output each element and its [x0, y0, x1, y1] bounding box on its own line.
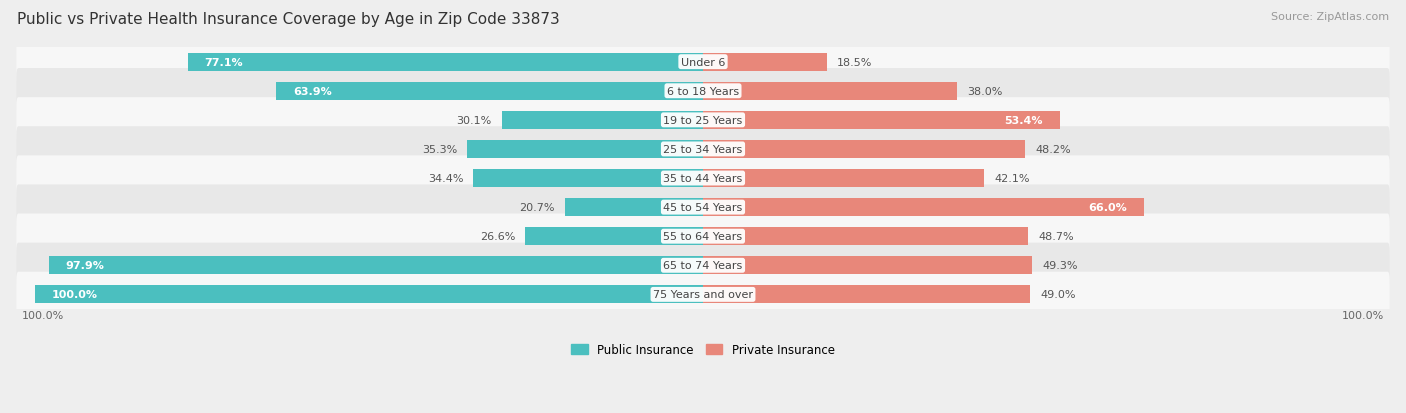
- Bar: [703, 140, 1025, 159]
- Text: 38.0%: 38.0%: [967, 87, 1002, 97]
- Text: 100.0%: 100.0%: [52, 290, 98, 300]
- Bar: [467, 140, 703, 159]
- FancyBboxPatch shape: [17, 98, 1389, 143]
- Bar: [703, 112, 1060, 130]
- FancyBboxPatch shape: [17, 69, 1389, 114]
- Text: Source: ZipAtlas.com: Source: ZipAtlas.com: [1271, 12, 1389, 22]
- Text: Under 6: Under 6: [681, 57, 725, 67]
- Text: 55 to 64 Years: 55 to 64 Years: [664, 232, 742, 242]
- Bar: [565, 199, 703, 216]
- Text: 25 to 34 Years: 25 to 34 Years: [664, 145, 742, 154]
- Text: 77.1%: 77.1%: [205, 57, 243, 67]
- FancyBboxPatch shape: [17, 127, 1389, 172]
- Text: 20.7%: 20.7%: [519, 203, 555, 213]
- Text: 63.9%: 63.9%: [292, 87, 332, 97]
- Bar: [703, 83, 957, 100]
- Bar: [49, 256, 703, 275]
- FancyBboxPatch shape: [17, 40, 1389, 85]
- Text: Public vs Private Health Insurance Coverage by Age in Zip Code 33873: Public vs Private Health Insurance Cover…: [17, 12, 560, 27]
- Text: 18.5%: 18.5%: [837, 57, 872, 67]
- Text: 65 to 74 Years: 65 to 74 Years: [664, 261, 742, 271]
- Bar: [276, 83, 703, 100]
- Text: 45 to 54 Years: 45 to 54 Years: [664, 203, 742, 213]
- FancyBboxPatch shape: [17, 185, 1389, 230]
- Text: 26.6%: 26.6%: [479, 232, 516, 242]
- FancyBboxPatch shape: [17, 272, 1389, 317]
- Legend: Public Insurance, Private Insurance: Public Insurance, Private Insurance: [567, 338, 839, 361]
- Bar: [703, 54, 827, 71]
- Bar: [703, 256, 1032, 275]
- FancyBboxPatch shape: [17, 243, 1389, 288]
- Bar: [474, 170, 703, 188]
- Bar: [703, 228, 1028, 246]
- Bar: [703, 286, 1031, 304]
- Text: 35 to 44 Years: 35 to 44 Years: [664, 173, 742, 184]
- FancyBboxPatch shape: [17, 156, 1389, 201]
- Bar: [35, 286, 703, 304]
- Bar: [703, 170, 984, 188]
- Bar: [502, 112, 703, 130]
- Text: 49.3%: 49.3%: [1042, 261, 1078, 271]
- Text: 48.2%: 48.2%: [1035, 145, 1070, 154]
- Text: 66.0%: 66.0%: [1088, 203, 1128, 213]
- FancyBboxPatch shape: [17, 214, 1389, 259]
- Text: 35.3%: 35.3%: [422, 145, 457, 154]
- Bar: [188, 54, 703, 71]
- Text: 49.0%: 49.0%: [1040, 290, 1076, 300]
- Text: 34.4%: 34.4%: [427, 173, 463, 184]
- Bar: [526, 228, 703, 246]
- Text: 100.0%: 100.0%: [1343, 310, 1385, 320]
- Text: 53.4%: 53.4%: [1004, 116, 1043, 126]
- Bar: [703, 199, 1144, 216]
- Text: 48.7%: 48.7%: [1038, 232, 1074, 242]
- Text: 42.1%: 42.1%: [994, 173, 1029, 184]
- Text: 30.1%: 30.1%: [457, 116, 492, 126]
- Text: 97.9%: 97.9%: [66, 261, 104, 271]
- Text: 6 to 18 Years: 6 to 18 Years: [666, 87, 740, 97]
- Text: 19 to 25 Years: 19 to 25 Years: [664, 116, 742, 126]
- Text: 75 Years and over: 75 Years and over: [652, 290, 754, 300]
- Text: 100.0%: 100.0%: [21, 310, 63, 320]
